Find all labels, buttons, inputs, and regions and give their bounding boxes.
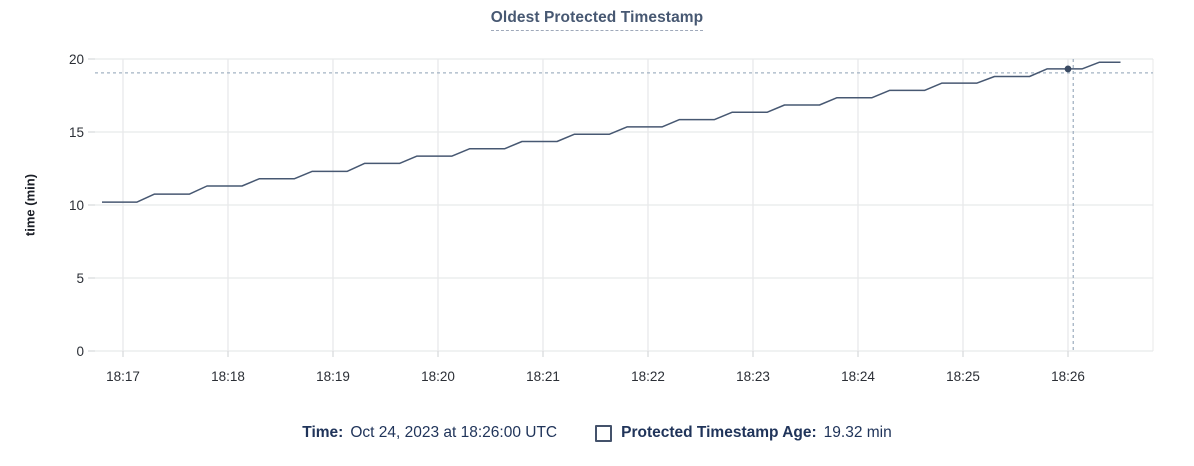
legend-series-value: 19.32 min [823,424,892,441]
series-line [102,61,1121,203]
legend-series-item[interactable]: Protected Timestamp Age: 19.32 min [595,424,892,442]
x-axis-tick-label: 18:25 [946,369,980,384]
legend-time-value: Oct 24, 2023 at 18:26:00 UTC [350,424,558,441]
y-axis-tick-label: 15 [69,125,84,140]
chart-title[interactable]: Oldest Protected Timestamp [490,9,704,31]
x-axis-tick-label: 18:23 [736,369,770,384]
x-axis-tick-label: 18:22 [631,369,665,384]
legend-series-label: Protected Timestamp Age: [621,424,817,441]
hover-data-point [1064,65,1072,73]
x-axis-tick-label: 18:19 [316,369,350,384]
y-axis-title: time (min) [22,173,38,237]
y-axis-tick-label: 0 [76,344,84,359]
x-axis-tick-label: 18:20 [421,369,455,384]
x-axis-tick-label: 18:21 [526,369,560,384]
chart-header: Oldest Protected Timestamp [0,9,1194,31]
x-axis-tick-label: 18:18 [211,369,245,384]
y-axis-tick-label: 20 [69,52,84,67]
legend-time-label: Time: [302,424,344,441]
y-axis-tick-label: 10 [69,198,84,213]
hover-legend: Time: Oct 24, 2023 at 18:26:00 UTC Prote… [0,418,1194,448]
x-axis-tick-label: 18:26 [1051,369,1085,384]
line-chart-canvas[interactable]: 0 5 10 15 20 18:17 18:18 18:19 18:20 18:21 18:22 18… [0,0,1194,400]
checkbox-unchecked-icon[interactable] [595,424,613,442]
x-axis-tick-label: 18:17 [106,369,140,384]
y-axis-tick-label: 5 [76,271,84,286]
x-axis-tick-label: 18:24 [841,369,875,384]
